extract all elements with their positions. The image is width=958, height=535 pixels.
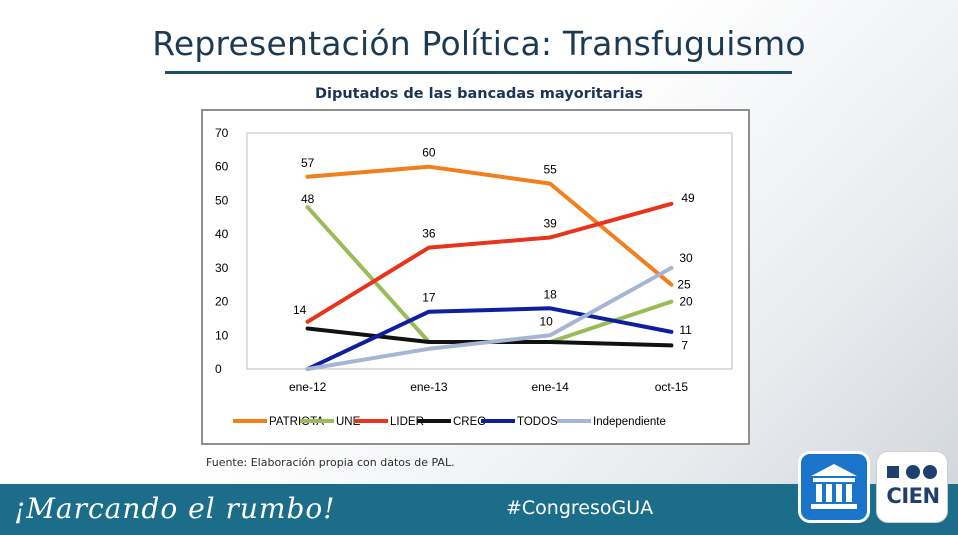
data-label: 20 — [679, 295, 693, 309]
data-label: 10 — [539, 314, 553, 328]
cien-logo[interactable]: CIEN — [876, 451, 948, 523]
chart-subtitle: Diputados de las bancadas mayoritarias — [314, 86, 644, 102]
cien-logo-text: CIEN — [886, 484, 940, 508]
data-label: 60 — [422, 146, 436, 160]
data-label: 36 — [422, 227, 436, 241]
y-tick-label: 10 — [215, 328, 229, 342]
x-tick-label: oct-15 — [655, 380, 689, 394]
plot-area — [246, 132, 733, 370]
data-label: 25 — [677, 278, 691, 292]
y-tick-label: 40 — [215, 227, 229, 241]
legend-label: Independiente — [593, 416, 666, 428]
series-line-todos — [305, 306, 674, 371]
series-line-lider — [305, 201, 674, 324]
legend-label: CREO — [453, 416, 486, 428]
title-underline — [165, 71, 792, 74]
legend-label: LIDER — [390, 416, 424, 428]
x-tick-label: ene-13 — [410, 380, 448, 394]
page-title: Representación Política: Transfuguismo — [152, 24, 806, 63]
data-label: 55 — [543, 163, 557, 177]
footer-slogan: ¡Marcando el rumbo! — [14, 492, 336, 525]
data-label: 48 — [301, 192, 315, 206]
series-line-patriota — [305, 164, 674, 287]
x-tick-label: ene-12 — [289, 380, 327, 394]
data-label: 57 — [301, 156, 315, 170]
line-chart: 0 10 20 30 40 50 60 70 ene-12 ene-13 ene-14 oct-15 5… — [215, 126, 733, 428]
data-label: 11 — [679, 323, 692, 337]
chart-frame: 0 10 20 30 40 50 60 70 ene-12 ene-13 ene-14 oct-15 5… — [201, 109, 750, 445]
data-label: 39 — [543, 217, 557, 231]
y-tick-label: 20 — [215, 295, 229, 309]
data-label: 49 — [681, 191, 695, 205]
y-tick-label: 50 — [215, 193, 229, 207]
x-tick-label: ene-14 — [531, 380, 569, 394]
data-label: 7 — [681, 338, 688, 352]
y-tick-label: 70 — [215, 126, 229, 140]
data-label: 30 — [679, 251, 693, 265]
series-line-independiente — [305, 265, 674, 371]
data-label: 17 — [422, 291, 436, 305]
congress-building-icon — [811, 464, 857, 509]
y-tick-label: 0 — [215, 362, 222, 376]
data-label: 14 — [293, 303, 307, 317]
footer-hashtag[interactable]: #CongresoGUA — [506, 497, 654, 519]
legend-label: TODOS — [517, 416, 558, 428]
congreso-logo[interactable] — [798, 451, 870, 523]
data-label: 18 — [543, 287, 557, 301]
cien-dots-icon — [887, 465, 937, 479]
y-tick-label: 60 — [215, 160, 229, 174]
source-note: Fuente: Elaboración propia con datos de … — [206, 456, 455, 469]
y-tick-label: 30 — [215, 261, 229, 275]
